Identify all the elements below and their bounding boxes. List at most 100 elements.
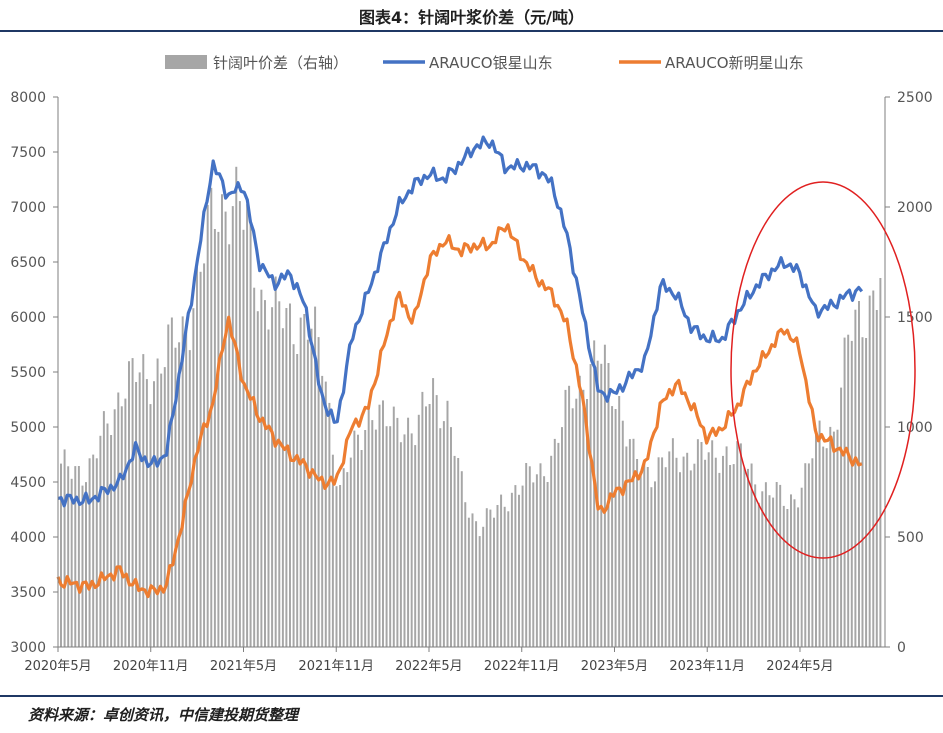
top-rule [0, 30, 943, 32]
spread-bar [460, 471, 463, 647]
x-tick-label: 2021年5月 [210, 659, 277, 674]
spread-bar [575, 398, 578, 647]
spread-bar [482, 526, 485, 647]
spread-bar [875, 310, 878, 647]
spread-bar [106, 423, 109, 647]
spread-bar [442, 421, 445, 647]
spread-bar [231, 206, 234, 647]
spread-bar [99, 435, 102, 647]
spread-bar [743, 467, 746, 647]
left-tick-label: 7500 [10, 145, 46, 161]
line-series [56, 135, 864, 599]
spread-bar [156, 358, 159, 647]
left-tick-label: 5000 [10, 420, 46, 436]
spread-bar [128, 361, 130, 647]
spread-bar [210, 187, 213, 648]
spread-bar [764, 482, 767, 647]
x-tick-label: 2020年5月 [24, 659, 91, 674]
spread-bar [281, 328, 284, 647]
spread-bar [428, 404, 431, 647]
spread-bar [138, 372, 141, 647]
spread-bar [95, 458, 98, 647]
spread-bar [818, 420, 821, 647]
spread-bar [142, 354, 145, 647]
spread-bar [296, 354, 299, 647]
spread-bar [518, 494, 520, 647]
spread-bar [407, 417, 410, 647]
spread-bar [149, 404, 152, 647]
spread-bar [392, 406, 395, 647]
spread-bar [181, 316, 184, 647]
spread-bar [832, 431, 835, 647]
spread-bar [750, 463, 753, 647]
spread-bar [561, 427, 563, 647]
spread-bar [414, 445, 417, 647]
spread-bar [374, 429, 377, 647]
spread-bar [102, 411, 105, 647]
spread-bar [339, 485, 342, 647]
spread-bar [342, 468, 345, 647]
right-tick-label: 2000 [897, 200, 933, 216]
spread-bar [235, 166, 238, 648]
spread-bars [60, 166, 882, 648]
spread-bar [299, 317, 302, 647]
spread-bar [88, 458, 91, 647]
spread-bar [213, 229, 216, 647]
x-tick-label: 2021年11月 [298, 659, 374, 674]
spread-bar [450, 427, 452, 647]
spread-bar [829, 426, 832, 647]
spread-bar [85, 482, 87, 647]
spread-bar [503, 506, 506, 647]
spread-bar [654, 481, 656, 647]
spread-bar [861, 337, 864, 647]
spread-bar [761, 491, 764, 647]
spread-bar [285, 308, 288, 647]
spread-bar [478, 536, 481, 647]
spread-bar [858, 301, 860, 647]
spread-bar [249, 219, 252, 647]
spread-bar [621, 420, 624, 647]
spread-bar [779, 484, 782, 647]
legend-label: ARAUCO银星山东 [429, 54, 553, 72]
spread-bar [535, 474, 538, 647]
spread-bar [256, 311, 259, 647]
spread-bar [747, 468, 749, 647]
spread-bar [346, 472, 349, 647]
left-tick-label: 7000 [10, 200, 46, 216]
x-tick-label: 2020年11月 [113, 659, 189, 674]
spread-bar [586, 399, 588, 647]
spread-bar [657, 457, 660, 647]
spread-bar [704, 459, 707, 647]
spread-bar [274, 276, 277, 647]
spread-bar [825, 448, 828, 647]
source-note: 资料来源：卓创资讯，中信建投期货整理 [28, 706, 299, 724]
spread-bar [553, 438, 556, 647]
spread-bar [353, 430, 356, 647]
spread-bar [754, 484, 757, 647]
spread-bar [528, 466, 531, 647]
spread-bar [135, 382, 138, 647]
spread-bar [457, 458, 460, 647]
spread-bar [453, 455, 456, 647]
spread-bar [643, 460, 646, 647]
spread-bar [510, 492, 513, 647]
spread-bar [67, 466, 70, 647]
spread-bar [324, 381, 327, 647]
spread-bar [840, 387, 843, 647]
spread-bar [625, 446, 628, 647]
spread-bar [732, 464, 735, 647]
chart-title: 图表4：针阔叶浆价差（元/吨） [359, 8, 584, 27]
spread-bar [399, 442, 402, 647]
spread-bar [439, 428, 442, 647]
spread-bar [435, 395, 438, 647]
right-tick-label: 1500 [897, 310, 933, 326]
spread-bar [321, 375, 324, 647]
spread-bar [557, 442, 560, 647]
spread-bar [467, 517, 470, 647]
spread-bar [539, 463, 542, 647]
spread-bar [514, 485, 517, 647]
axes: 3000350040004500500055006000650070007500… [10, 90, 932, 674]
spread-bar [521, 485, 524, 647]
spread-bar [60, 463, 62, 647]
spread-bar [578, 375, 581, 647]
